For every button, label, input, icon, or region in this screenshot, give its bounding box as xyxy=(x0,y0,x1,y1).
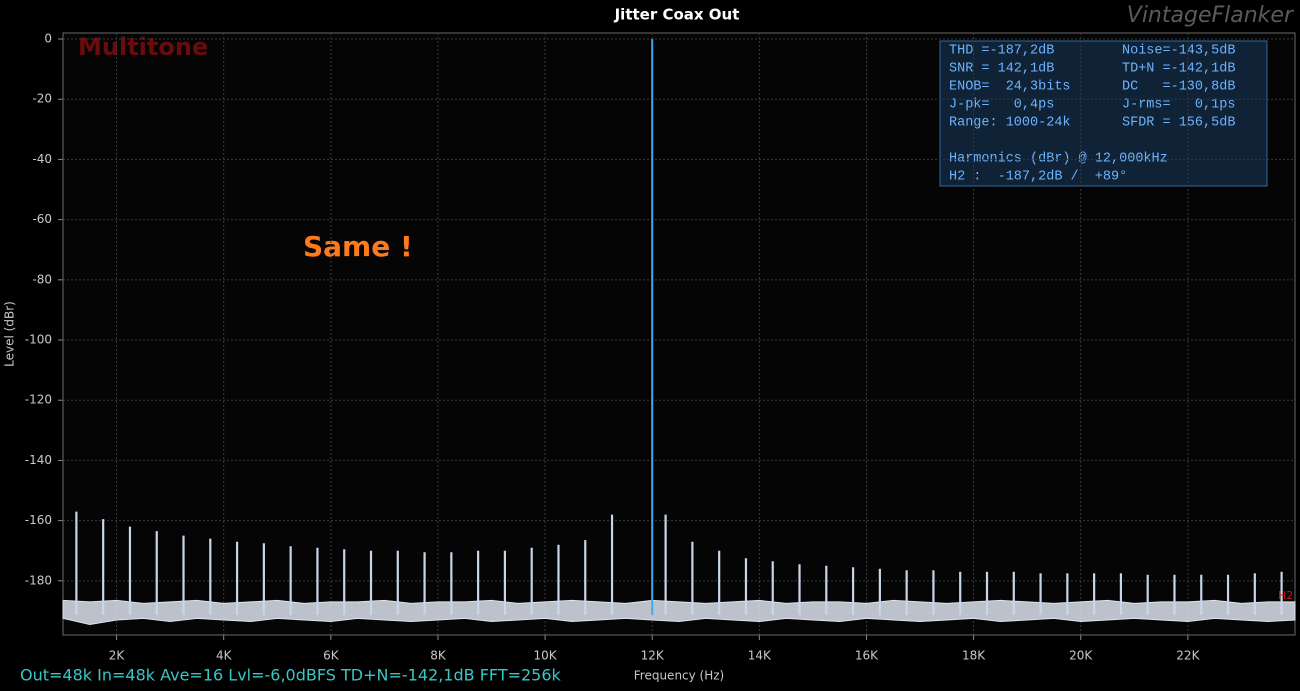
y-tick-label: -60 xyxy=(32,212,52,226)
stats-panel xyxy=(939,40,1268,187)
stats-text: J-rms= 0,1ps xyxy=(1122,98,1235,113)
y-tick-label: -20 xyxy=(32,92,52,106)
x-tick-label: 12K xyxy=(641,649,665,663)
y-tick-label: -100 xyxy=(25,333,52,347)
y-axis-label: Level (dBr) xyxy=(3,301,17,367)
harmonics-text: Harmonics (dBr) @ 12,000kHz xyxy=(949,152,1168,167)
stats-text: TD+N =-142,1dB xyxy=(1122,62,1235,77)
x-axis-label: Frequency (Hz) xyxy=(634,669,725,683)
stats-box: THD =-187,2dB Noise=-143,5dB SNR = 142,1dB… xyxy=(939,40,1268,187)
legend-text: Multitone xyxy=(78,33,208,61)
y-tick-label: -120 xyxy=(25,393,52,407)
chart-title: Jitter Coax Out xyxy=(614,6,740,24)
x-tick-label: 14K xyxy=(748,649,772,663)
stats-text: Noise=-143,5dB xyxy=(1122,44,1235,59)
harmonic-marker: H2 xyxy=(1278,589,1293,602)
y-tick-label: -40 xyxy=(32,152,52,166)
y-tick-label: -180 xyxy=(25,573,52,587)
x-tick-label: 18K xyxy=(962,649,986,663)
stats-text: THD =-187,2dB xyxy=(949,44,1054,59)
stats-text: SFDR = 156,5dB xyxy=(1122,116,1235,131)
stats-text: DC =-130,8dB xyxy=(1122,80,1235,95)
watermark: VintageFlanker xyxy=(1127,3,1295,28)
y-tick-label: -80 xyxy=(32,272,52,286)
y-tick-label: -140 xyxy=(25,453,52,467)
annotation: Same ! xyxy=(303,230,413,263)
x-tick-label: 16K xyxy=(855,649,879,663)
y-tick-label: -160 xyxy=(25,513,52,527)
y-tick-label: 0 xyxy=(44,32,52,46)
stats-text: SNR = 142,1dB xyxy=(949,62,1054,77)
x-tick-label: 4K xyxy=(216,649,233,663)
stats-text: Range: 1000-24k xyxy=(949,116,1071,131)
x-tick-label: 6K xyxy=(323,649,340,663)
x-tick-label: 20K xyxy=(1069,649,1093,663)
x-tick-label: 8K xyxy=(430,649,447,663)
status-line: Out=48k In=48k Ave=16 Lvl=-6,0dBFS TD+N=… xyxy=(20,666,562,685)
harmonics-text: H2 : -187,2dB / +89° xyxy=(949,170,1127,185)
x-tick-label: 22K xyxy=(1176,649,1200,663)
x-tick-label: 10K xyxy=(534,649,558,663)
stats-text: ENOB= 24,3bits xyxy=(949,80,1071,95)
x-tick-label: 2K xyxy=(109,649,126,663)
stats-text: J-pk= 0,4ps xyxy=(949,98,1054,113)
